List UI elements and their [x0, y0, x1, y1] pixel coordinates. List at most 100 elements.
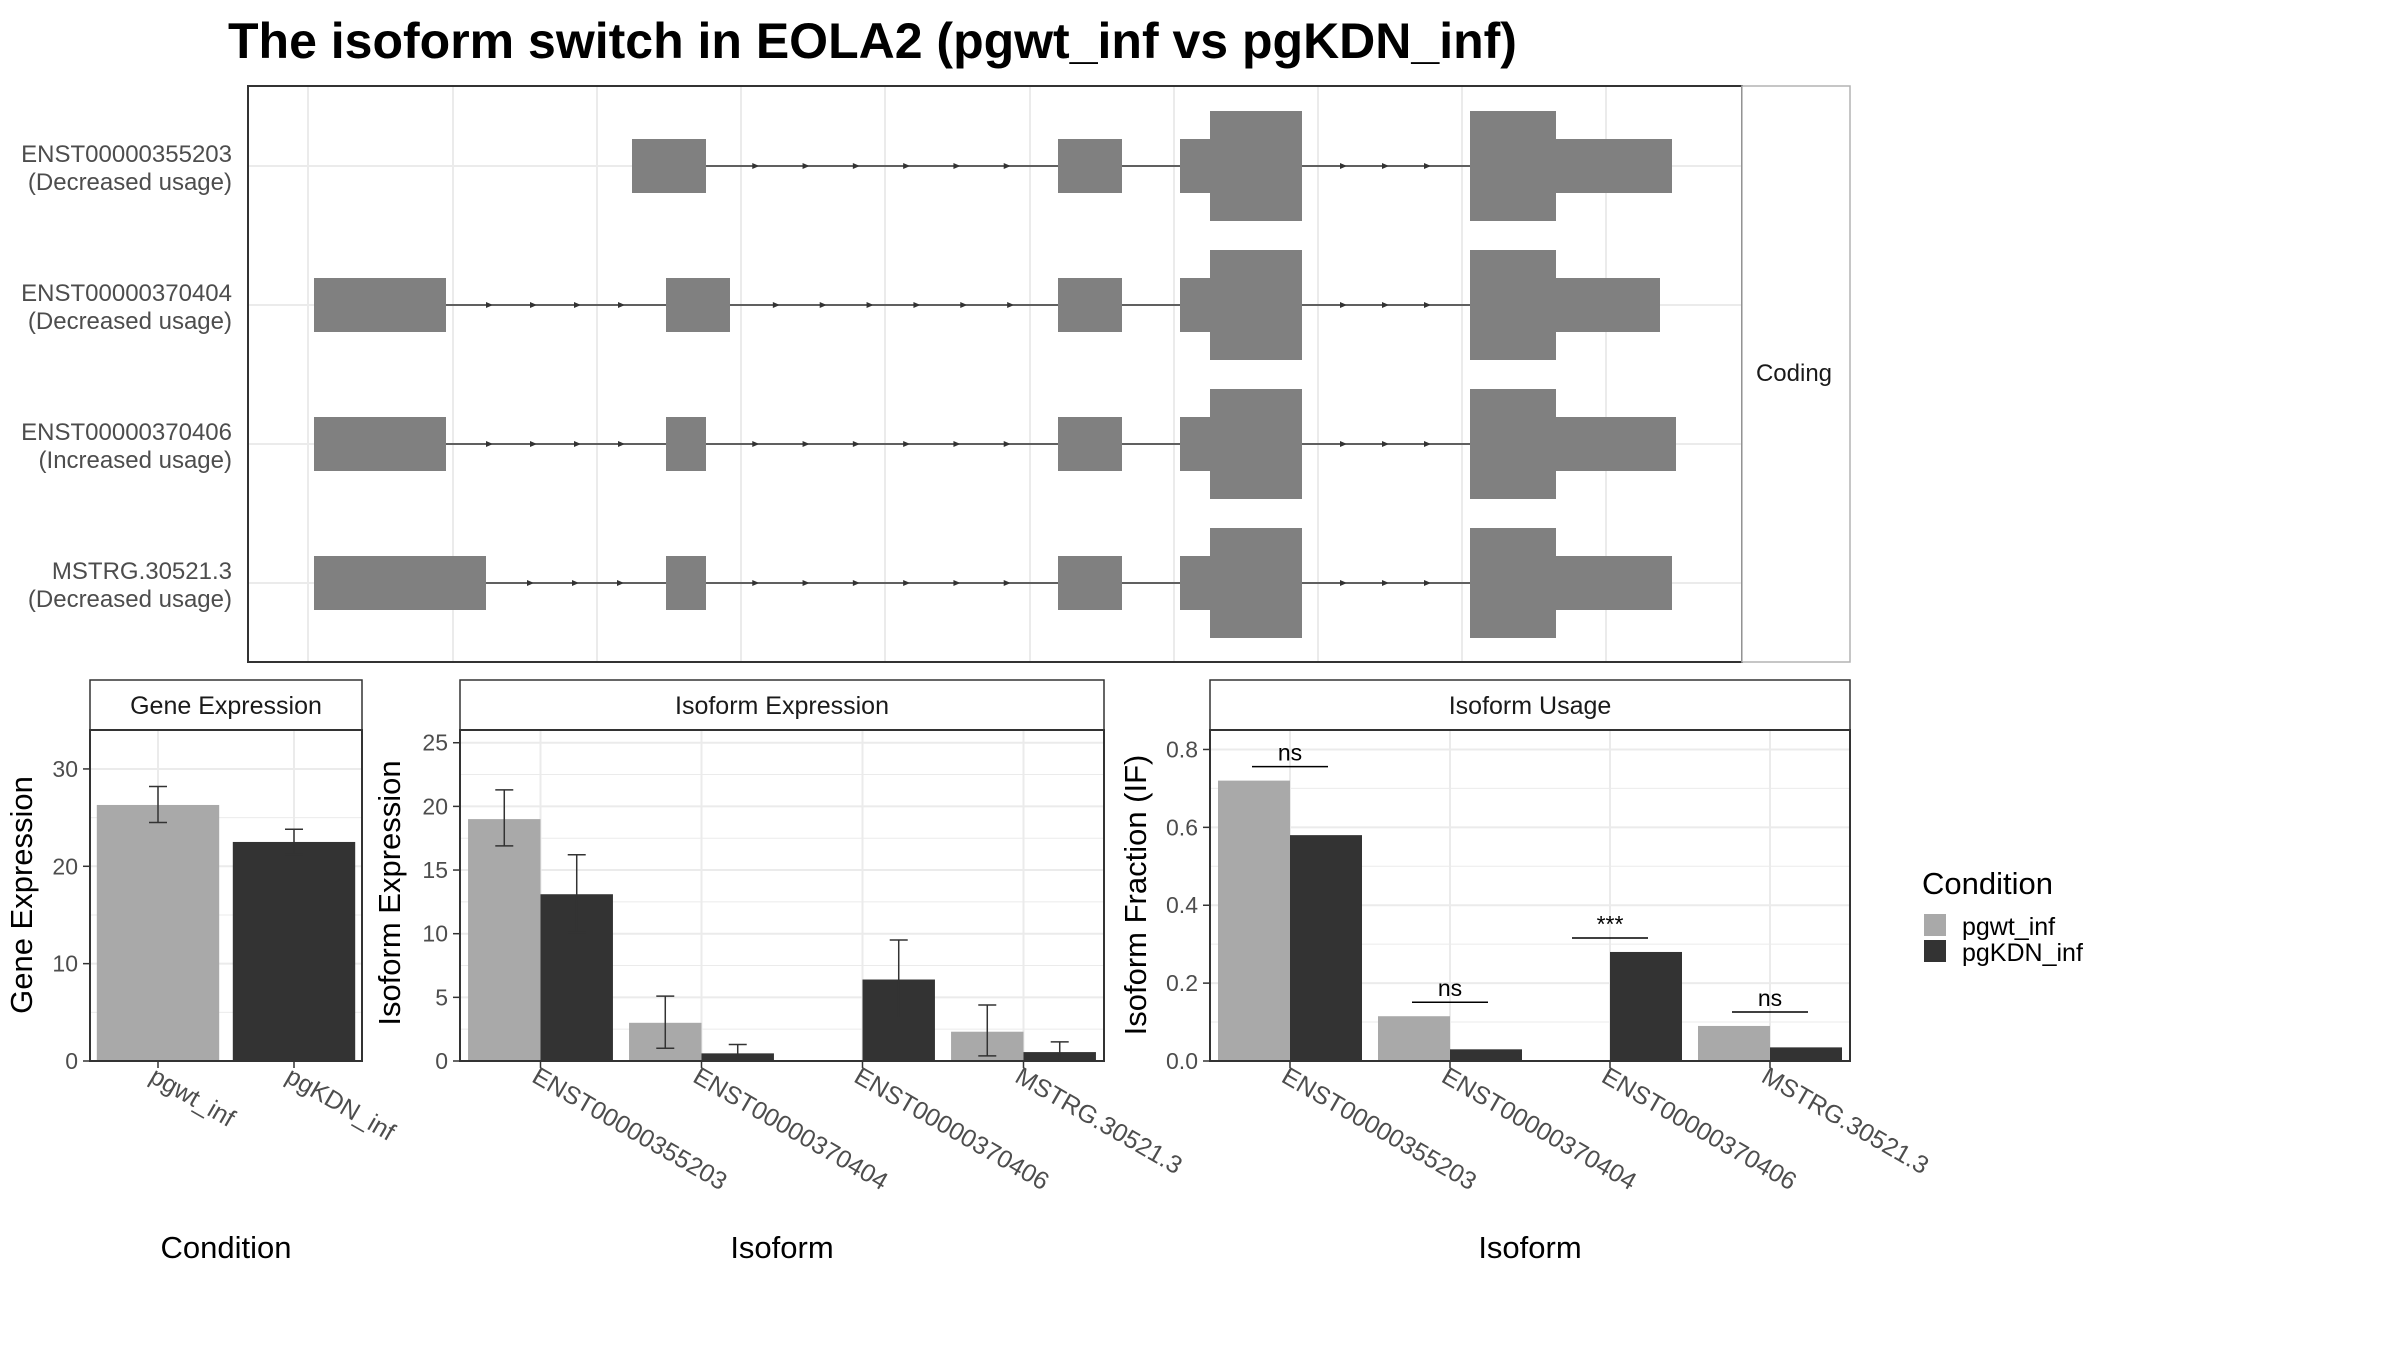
exon-cds — [1470, 528, 1556, 638]
intron-arrow — [1003, 580, 1011, 586]
y-tick-label: 0.0 — [1166, 1048, 1198, 1074]
isoform-usage-border — [1209, 729, 1851, 1062]
exon-utr — [1180, 139, 1210, 193]
exon-utr — [1058, 417, 1122, 471]
intron-arrow — [819, 302, 827, 308]
intron-arrow — [953, 441, 961, 447]
gene-expression-title: Gene Expression — [130, 692, 322, 720]
intron-arrow — [574, 441, 581, 447]
transcript-usage-enst00000355203: (Decreased usage) — [28, 169, 232, 196]
intron-arrow — [530, 441, 537, 447]
intron-arrow — [1424, 163, 1431, 169]
bar-enst00000355203-pgkdn-inf — [1290, 835, 1362, 1061]
exon-utr — [1556, 556, 1672, 610]
y-tick-label: 30 — [52, 756, 78, 782]
y-tick-label: 15 — [422, 857, 448, 883]
intron-arrow — [486, 441, 493, 447]
exon-utr — [1058, 139, 1122, 193]
intron-arrow — [802, 441, 810, 447]
significance-label-enst00000370404: ns — [1438, 975, 1462, 1001]
intron-arrow — [903, 580, 911, 586]
exon-utr — [632, 139, 706, 193]
legend-label-pgwt-inf: pgwt_inf — [1962, 913, 2055, 941]
exon-cds — [1470, 389, 1556, 499]
intron-arrow — [486, 302, 493, 308]
exon-cds — [1210, 250, 1302, 360]
intron-arrow — [618, 302, 625, 308]
intron-arrow — [852, 580, 860, 586]
intron-arrow — [852, 163, 860, 169]
x-tick-label-pgkdn-inf: pgKDN_inf — [281, 1062, 400, 1147]
bar-mstrg-30521-3-pgkdn-inf — [1770, 1047, 1842, 1061]
intron-arrow — [574, 302, 581, 308]
intron-arrow — [752, 441, 760, 447]
exon-utr — [666, 278, 730, 332]
isoform-expression-panel: Isoform Expression 0510152025ENST0000035… — [372, 679, 1187, 1265]
bar-enst00000355203-pgwt-inf — [468, 819, 541, 1061]
y-tick-label: 20 — [52, 853, 78, 879]
y-tick-label: 0.2 — [1166, 970, 1198, 996]
intron-arrow — [903, 441, 911, 447]
legend-swatch-pgwt-inf — [1924, 914, 1946, 936]
exon-utr — [1556, 417, 1676, 471]
intron-arrow — [802, 163, 810, 169]
isoform-expression-title: Isoform Expression — [675, 692, 889, 720]
exon-utr — [666, 556, 706, 610]
intron-arrow — [752, 163, 760, 169]
intron-arrow — [617, 580, 624, 586]
y-tick-label: 0.6 — [1166, 814, 1198, 840]
transcript-label-mstrg-30521-3: MSTRG.30521.3 — [52, 558, 232, 585]
legend-title: Condition — [1922, 866, 2053, 901]
bar-mstrg-30521-3-pgwt-inf — [1698, 1025, 1770, 1061]
intron-arrow — [1340, 163, 1347, 169]
transcript-label-enst00000355203: ENST00000355203 — [21, 141, 232, 168]
transcript-tracks: ENST00000355203(Decreased usage)ENST0000… — [21, 111, 1676, 638]
intron-arrow — [1424, 302, 1431, 308]
intron-arrow — [1007, 302, 1015, 308]
intron-arrow — [530, 302, 537, 308]
intron-arrow — [1003, 441, 1011, 447]
intron-arrow — [1340, 441, 1347, 447]
isoform-usage-ylabel: Isoform Fraction (IF) — [1118, 755, 1153, 1036]
intron-arrow — [903, 163, 911, 169]
intron-arrow — [1003, 163, 1011, 169]
transcript-usage-enst00000370406: (Increased usage) — [39, 447, 232, 474]
gene-expression-border — [89, 729, 363, 1062]
legend: Condition pgwt_inf pgKDN_inf — [1922, 866, 2083, 967]
y-tick-label: 10 — [422, 921, 448, 947]
significance-label-enst00000355203: ns — [1278, 740, 1302, 766]
intron-arrow — [960, 302, 968, 308]
exon-utr — [1556, 278, 1660, 332]
isoform-expression-bars — [468, 789, 1096, 1062]
bar-enst00000355203-pgwt-inf — [1218, 780, 1290, 1061]
exon-cds — [1470, 111, 1556, 221]
intron-arrow — [1340, 580, 1347, 586]
intron-arrow — [953, 163, 961, 169]
exon-utr — [1180, 278, 1210, 332]
significance-label-mstrg-30521-3: ns — [1758, 985, 1782, 1011]
x-tick-label-pgwt-inf: pgwt_inf — [145, 1062, 240, 1133]
facet-strip-coding — [1741, 85, 1851, 663]
intron-arrow — [772, 302, 780, 308]
intron-arrow — [1382, 441, 1389, 447]
isoform-expression-ylabel: Isoform Expression — [372, 760, 407, 1025]
y-tick-label: 25 — [422, 730, 448, 756]
isoform-usage-bars: ns ns *** ns — [1218, 740, 1842, 1062]
gene-expression-ylabel: Gene Expression — [4, 776, 39, 1014]
intron-arrow — [1382, 580, 1389, 586]
bar-enst00000370406-pgkdn-inf — [1610, 951, 1682, 1061]
intron-arrow — [852, 441, 860, 447]
intron-arrow — [802, 580, 810, 586]
isoform-expression-border — [459, 729, 1105, 1062]
intron-arrow — [1424, 441, 1431, 447]
gene-expression-panel: Gene Expression 0 10 20 30 pgwt_inf pgKDN_inf… — [4, 679, 400, 1265]
gene-expression-bars — [96, 785, 356, 1061]
intron-arrow — [752, 580, 760, 586]
exon-cds — [1210, 111, 1302, 221]
legend-label-pgkdn-inf: pgKDN_inf — [1962, 939, 2083, 967]
transcript-usage-mstrg-30521-3: (Decreased usage) — [28, 586, 232, 613]
intron-arrow — [527, 580, 534, 586]
y-tick-label: 10 — [52, 951, 78, 977]
intron-arrow — [866, 302, 874, 308]
